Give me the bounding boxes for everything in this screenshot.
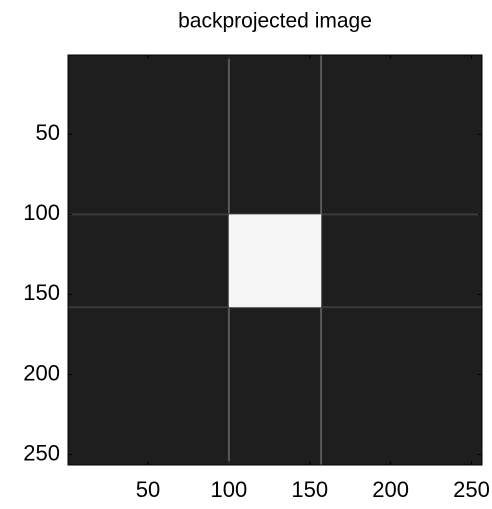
y-tick-label: 100 xyxy=(23,200,60,225)
region xyxy=(229,214,321,307)
chart-title: backprojected image xyxy=(178,10,372,33)
y-tick-label: 200 xyxy=(23,360,60,385)
x-tick-label: 100 xyxy=(211,477,248,502)
y-tick-label: 250 xyxy=(23,440,60,465)
x-tick-label: 250 xyxy=(453,477,490,502)
y-tick-label: 50 xyxy=(36,120,60,145)
x-tick-label: 200 xyxy=(372,477,409,502)
chart: backprojected image 50 100 150 200 250 50 100 1… xyxy=(0,0,492,509)
x-tick-label: 50 xyxy=(136,477,160,502)
y-tick-label: 150 xyxy=(23,280,60,305)
x-tick-label: 150 xyxy=(291,477,328,502)
